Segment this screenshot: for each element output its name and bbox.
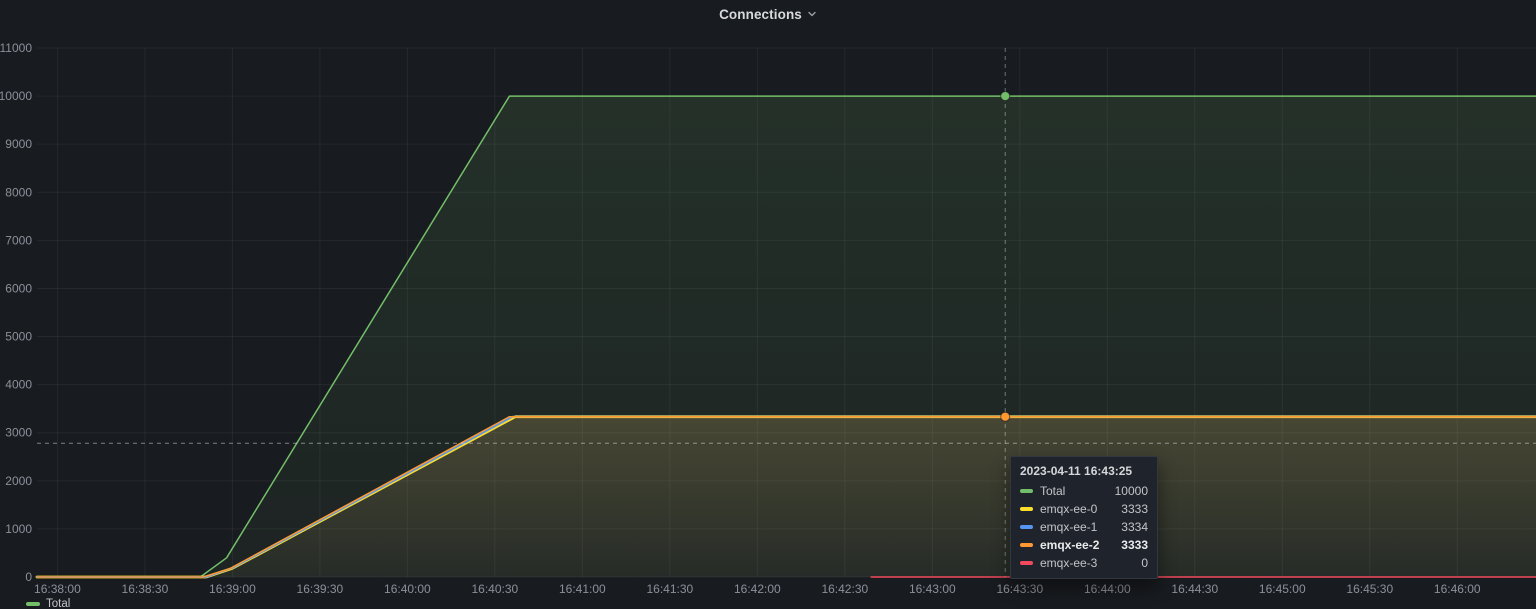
x-tick-label: 16:42:30: [821, 582, 868, 596]
chevron-down-icon: [807, 9, 817, 19]
chart-tooltip: 2023-04-11 16:43:25 Total 10000 emqx-ee-0 3…: [1010, 456, 1158, 579]
y-tick-label: 10000: [0, 89, 32, 103]
x-tick-label: 16:40:00: [384, 582, 431, 596]
x-tick-label: 16:41:30: [646, 582, 693, 596]
x-tick-label: 16:38:30: [122, 582, 169, 596]
tooltip-series-name: emqx-ee-0: [1040, 502, 1098, 516]
tooltip-timestamp: 2023-04-11 16:43:25: [1020, 464, 1133, 478]
series-color-marker: [1020, 525, 1033, 529]
y-tick-label: 4000: [5, 378, 32, 392]
chart-legend: Total: [26, 598, 70, 609]
crosshair: [37, 48, 1536, 577]
series-lines: [35, 95, 1536, 579]
x-tick-label: 16:44:30: [1171, 582, 1218, 596]
y-tick-label: 11000: [0, 41, 32, 55]
tooltip-row: emqx-ee-0 3333: [1020, 502, 1148, 516]
tooltip-series-name: Total: [1040, 484, 1066, 498]
y-tick-label: 0: [25, 570, 32, 584]
y-tick-label: 8000: [5, 185, 32, 199]
y-tick-label: 2000: [5, 474, 32, 488]
tooltip-series-name: emqx-ee-2: [1040, 538, 1100, 552]
tooltip-series-name: emqx-ee-1: [1040, 520, 1098, 534]
tooltip-series-value: 3333: [1121, 502, 1148, 516]
y-tick-label: 5000: [5, 330, 32, 344]
x-tick-label: 16:45:30: [1346, 582, 1393, 596]
tooltip-series-value: 3334: [1121, 520, 1148, 534]
point-marker-emqx-ee-2: [1000, 411, 1011, 422]
x-tick-label: 16:43:30: [996, 582, 1043, 596]
axis-labels: 0 1000 2000 3000 4000 5000 6000 7000 8000 9000 100…: [0, 41, 1481, 596]
tooltip-row: emqx-ee-1 3334: [1020, 520, 1148, 534]
x-tick-label: 16:41:00: [559, 582, 606, 596]
series-areas: [37, 96, 1536, 577]
series-color-marker: [1020, 489, 1033, 493]
x-tick-label: 16:39:30: [297, 582, 344, 596]
x-tick-label: 16:40:30: [472, 582, 519, 596]
tooltip-row: Total 10000: [1020, 484, 1148, 498]
y-tick-label: 9000: [5, 137, 32, 151]
hover-markers: [1000, 91, 1011, 422]
x-tick-label: 16:45:00: [1259, 582, 1306, 596]
legend-label: Total: [46, 598, 71, 609]
legend-color-marker: [26, 602, 40, 606]
series-color-marker: [1020, 507, 1033, 511]
x-tick-label: 16:42:00: [734, 582, 781, 596]
x-tick-label: 16:43:00: [909, 582, 956, 596]
legend-item-total[interactable]: Total: [26, 598, 70, 609]
tooltip-series-name: emqx-ee-3: [1040, 556, 1098, 570]
tooltip-series-value: 3333: [1121, 538, 1148, 552]
x-tick-label: 16:38:00: [34, 582, 81, 596]
panel-header[interactable]: Connections: [0, 0, 1536, 28]
point-marker-Total: [1000, 91, 1011, 102]
y-tick-label: 6000: [5, 281, 32, 295]
tooltip-row: emqx-ee-3 0: [1020, 556, 1148, 570]
tooltip-series-value: 0: [1141, 556, 1148, 570]
y-tick-label: 3000: [5, 426, 32, 440]
series-line-emqx-ee-2: [36, 415, 1536, 578]
area-fill-emqx-ee-2: [37, 416, 1536, 577]
x-tick-label: 16:39:00: [209, 582, 256, 596]
y-tick-label: 7000: [5, 233, 32, 247]
tooltip-series-value: 10000: [1114, 484, 1148, 498]
tooltip-row: emqx-ee-2 3333: [1020, 538, 1148, 552]
series-color-marker: [1020, 561, 1033, 565]
series-color-marker: [1020, 543, 1033, 547]
y-tick-label: 1000: [5, 522, 32, 536]
panel-title: Connections: [719, 6, 802, 22]
x-tick-label: 16:44:00: [1084, 582, 1131, 596]
x-tick-label: 16:46:00: [1434, 582, 1481, 596]
